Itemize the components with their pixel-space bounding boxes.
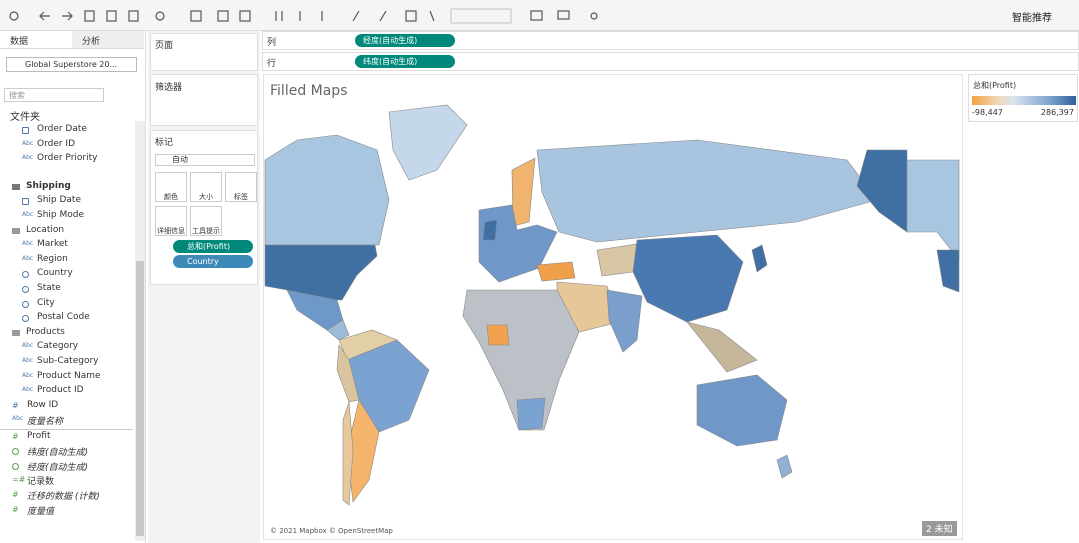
scroll-thumb (136, 261, 144, 536)
group-icon (12, 183, 20, 190)
columns-shelf: 列 经度(自动生成) (262, 31, 1079, 50)
mark-pill[interactable]: 总和(Profit) (173, 240, 253, 253)
field-icon: Abc (22, 342, 34, 350)
field[interactable]: Category (37, 341, 79, 352)
field-icon (22, 315, 29, 323)
mark-button[interactable]: 工具提示 (190, 206, 222, 236)
field[interactable]: City (37, 297, 55, 308)
field-icon: Abc (22, 211, 34, 218)
legend-min: -98,447 (972, 108, 1003, 117)
smart-recommend-button[interactable]: 智能推荐 (1012, 13, 1052, 24)
folder-label: 文件夹 (10, 112, 40, 123)
field-icon (22, 271, 29, 279)
group-icon (12, 329, 20, 336)
field-icon: # (12, 431, 19, 441)
toolbar-icons (9, 8, 598, 24)
field[interactable]: 记录数 (27, 477, 55, 488)
field-icon: Abc (22, 371, 34, 379)
group-header[interactable]: Products (26, 326, 65, 337)
mark-button[interactable]: 标签 (225, 172, 257, 202)
filters-label: 筛选器 (155, 83, 183, 93)
field-icon: Abc (12, 415, 24, 423)
rows-shelf: 行 纬度(自动生成) (262, 52, 1079, 71)
filled-map (264, 104, 960, 506)
field[interactable]: Sub-Category (37, 356, 99, 366)
mark-pill[interactable]: Country (173, 255, 253, 268)
pages-label: 页面 (155, 41, 174, 51)
field[interactable]: Order Priority (37, 153, 98, 164)
field-icon: # (12, 504, 19, 514)
field-icon: Abc (22, 139, 34, 147)
separator (0, 429, 133, 430)
group-header[interactable]: Shipping (26, 180, 71, 191)
field-icon: # (12, 489, 19, 499)
group-header[interactable]: Location (26, 224, 65, 235)
field[interactable]: 纬度(自动生成) (27, 448, 89, 459)
rows-pill[interactable]: 纬度(自动生成) (355, 55, 455, 68)
unknown-badge[interactable]: 2 未知 (922, 521, 957, 536)
rows-label: 行 (267, 59, 277, 69)
field[interactable]: Market (37, 239, 68, 250)
map-attribution: © 2021 Mapbox © OpenStreetMap (270, 527, 393, 535)
field-icon (22, 198, 29, 206)
field[interactable]: Order Date (37, 124, 87, 134)
pane-tab[interactable]: 数据 (0, 31, 72, 49)
field[interactable]: 迁移的数据 (计数) (27, 491, 100, 502)
view: Filled Maps © 2021 Mapbox © OpenStreetMa… (263, 74, 963, 540)
field-icon: # (12, 400, 19, 410)
field[interactable]: 度量名称 (27, 417, 64, 428)
field-icon (22, 127, 29, 134)
field-icon (22, 286, 29, 293)
legend-max: 286,397 (1040, 108, 1074, 117)
legend-gradient (972, 96, 1076, 105)
field[interactable]: Ship Mode (37, 210, 85, 220)
field[interactable]: Profit (27, 430, 51, 441)
field-icon: Abc (22, 386, 34, 394)
marks-label: 标记 (155, 138, 174, 148)
field-icon: =# (12, 475, 26, 485)
field[interactable]: Product Name (37, 370, 101, 381)
color-legend: 总和(Profit) -98,447 286,397 (968, 74, 1078, 122)
pages-card: 页面 (150, 33, 258, 71)
filters-card: 筛选器 (150, 74, 258, 126)
marks-card: 标记 自动 颜色 大小 标签详细信息 工具提示总和(Profit) Country (150, 130, 258, 285)
toolbar: 智能推荐 (0, 0, 1079, 31)
field-icon (22, 300, 29, 308)
field[interactable]: Product ID (37, 385, 84, 396)
view-title: Filled Maps (270, 83, 348, 99)
datasource-selector[interactable]: Global Superstore 20... (6, 57, 137, 72)
field[interactable]: Country (37, 268, 73, 279)
search-box[interactable]: 搜索 (4, 88, 104, 102)
field-icon (12, 448, 19, 456)
cards-pane: 页面 筛选器 标记 自动 颜色 大小 标签详细信息 工具提示总和(Profit) Cou… (148, 31, 260, 543)
columns-label: 列 (267, 38, 277, 48)
legend-title: 总和(Profit) (973, 81, 1017, 90)
field[interactable]: 度量值 (27, 506, 55, 517)
mark-button[interactable]: 大小 (190, 172, 222, 202)
field[interactable]: Order ID (37, 138, 76, 149)
field-icon (12, 462, 19, 470)
mark-type-dropdown[interactable]: 自动 (155, 154, 255, 166)
field[interactable]: 经度(自动生成) (27, 462, 89, 473)
data-pane: 数据 分析 Global Superstore 20... 搜索文件夹 Order Da… (0, 31, 146, 543)
mark-button[interactable]: 颜色 (155, 172, 187, 202)
field-icon: Abc (22, 240, 34, 248)
field[interactable]: State (37, 283, 61, 293)
pane-tab[interactable]: 分析 (72, 31, 144, 49)
mark-button[interactable]: 详细信息 (155, 206, 187, 236)
field[interactable]: Ship Date (37, 195, 82, 206)
field-icon: Abc (22, 154, 34, 162)
field-icon: Abc (22, 254, 34, 262)
field[interactable]: Postal Code (37, 312, 90, 323)
field-icon: Abc (22, 357, 34, 364)
group-icon (12, 227, 20, 234)
columns-pill[interactable]: 经度(自动生成) (355, 34, 455, 47)
field[interactable]: Row ID (27, 399, 59, 410)
field[interactable]: Region (37, 253, 68, 264)
